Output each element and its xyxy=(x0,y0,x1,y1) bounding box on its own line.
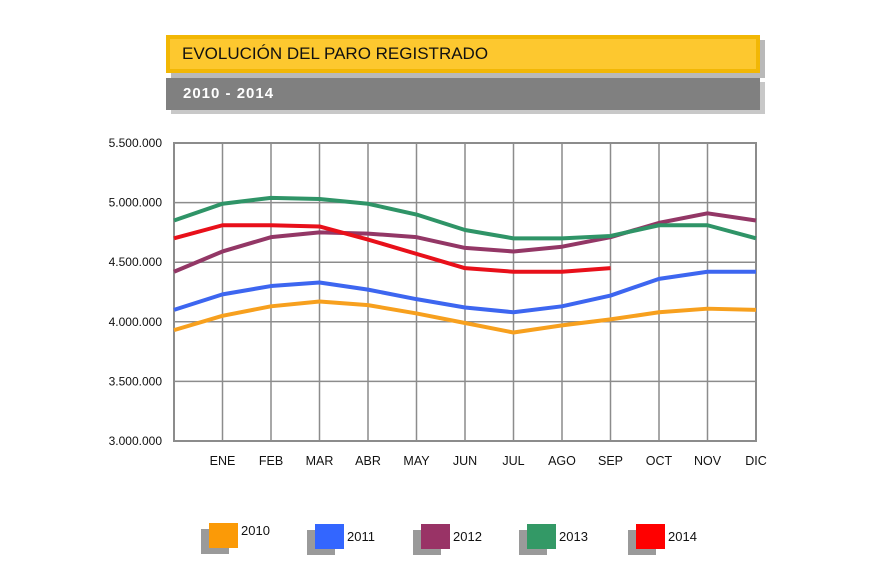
title-banner: EVOLUCIÓN DEL PARO REGISTRADO xyxy=(166,35,760,73)
legend-label: 2011 xyxy=(347,529,375,544)
legend-swatch xyxy=(209,523,238,548)
legend-item-2013: 2013 xyxy=(519,524,627,558)
legend-swatch xyxy=(636,524,665,549)
x-tick-label: SEP xyxy=(598,454,623,468)
legend-item-2010: 2010 xyxy=(201,523,309,557)
legend-item-2011: 2011 xyxy=(307,524,415,558)
x-tick-label: AGO xyxy=(548,454,576,468)
series-line-2011 xyxy=(173,269,756,315)
x-tick-label: JUL xyxy=(502,454,524,468)
y-tick-label: 4.500.000 xyxy=(109,255,163,269)
legend-swatch xyxy=(527,524,556,549)
y-tick-label: 4.000.000 xyxy=(109,315,163,329)
y-tick-label: 3.000.000 xyxy=(109,434,163,448)
chart-title: EVOLUCIÓN DEL PARO REGISTRADO xyxy=(170,39,756,69)
y-tick-label: 5.000.000 xyxy=(109,196,163,210)
x-tick-label: OCT xyxy=(646,454,673,468)
x-tick-label: JUN xyxy=(453,454,477,468)
x-tick-label: NOV xyxy=(694,454,722,468)
x-tick-label: MAR xyxy=(306,454,334,468)
legend-item-2014: 2014 xyxy=(628,524,736,558)
series-line-2010 xyxy=(173,299,757,335)
legend-item-2012: 2012 xyxy=(413,524,521,558)
legend-swatch xyxy=(421,524,450,549)
legend-label: 2013 xyxy=(559,529,588,544)
x-tick-label: ENE xyxy=(210,454,236,468)
chart-subtitle: 2010 - 2014 xyxy=(166,78,760,110)
legend-label: 2014 xyxy=(668,529,697,544)
y-tick-label: 5.500.000 xyxy=(109,136,163,150)
x-tick-label: MAY xyxy=(403,454,430,468)
y-tick-label: 3.500.000 xyxy=(109,374,163,388)
x-tick-label: FEB xyxy=(259,454,283,468)
series-line-2012 xyxy=(173,211,757,274)
legend-label: 2010 xyxy=(241,523,270,538)
series-line-2014 xyxy=(173,223,611,274)
legend-label: 2012 xyxy=(453,529,482,544)
x-tick-label: DIC xyxy=(745,454,767,468)
series-line-2013 xyxy=(173,195,757,241)
legend-swatch xyxy=(315,524,344,549)
x-tick-label: ABR xyxy=(355,454,381,468)
